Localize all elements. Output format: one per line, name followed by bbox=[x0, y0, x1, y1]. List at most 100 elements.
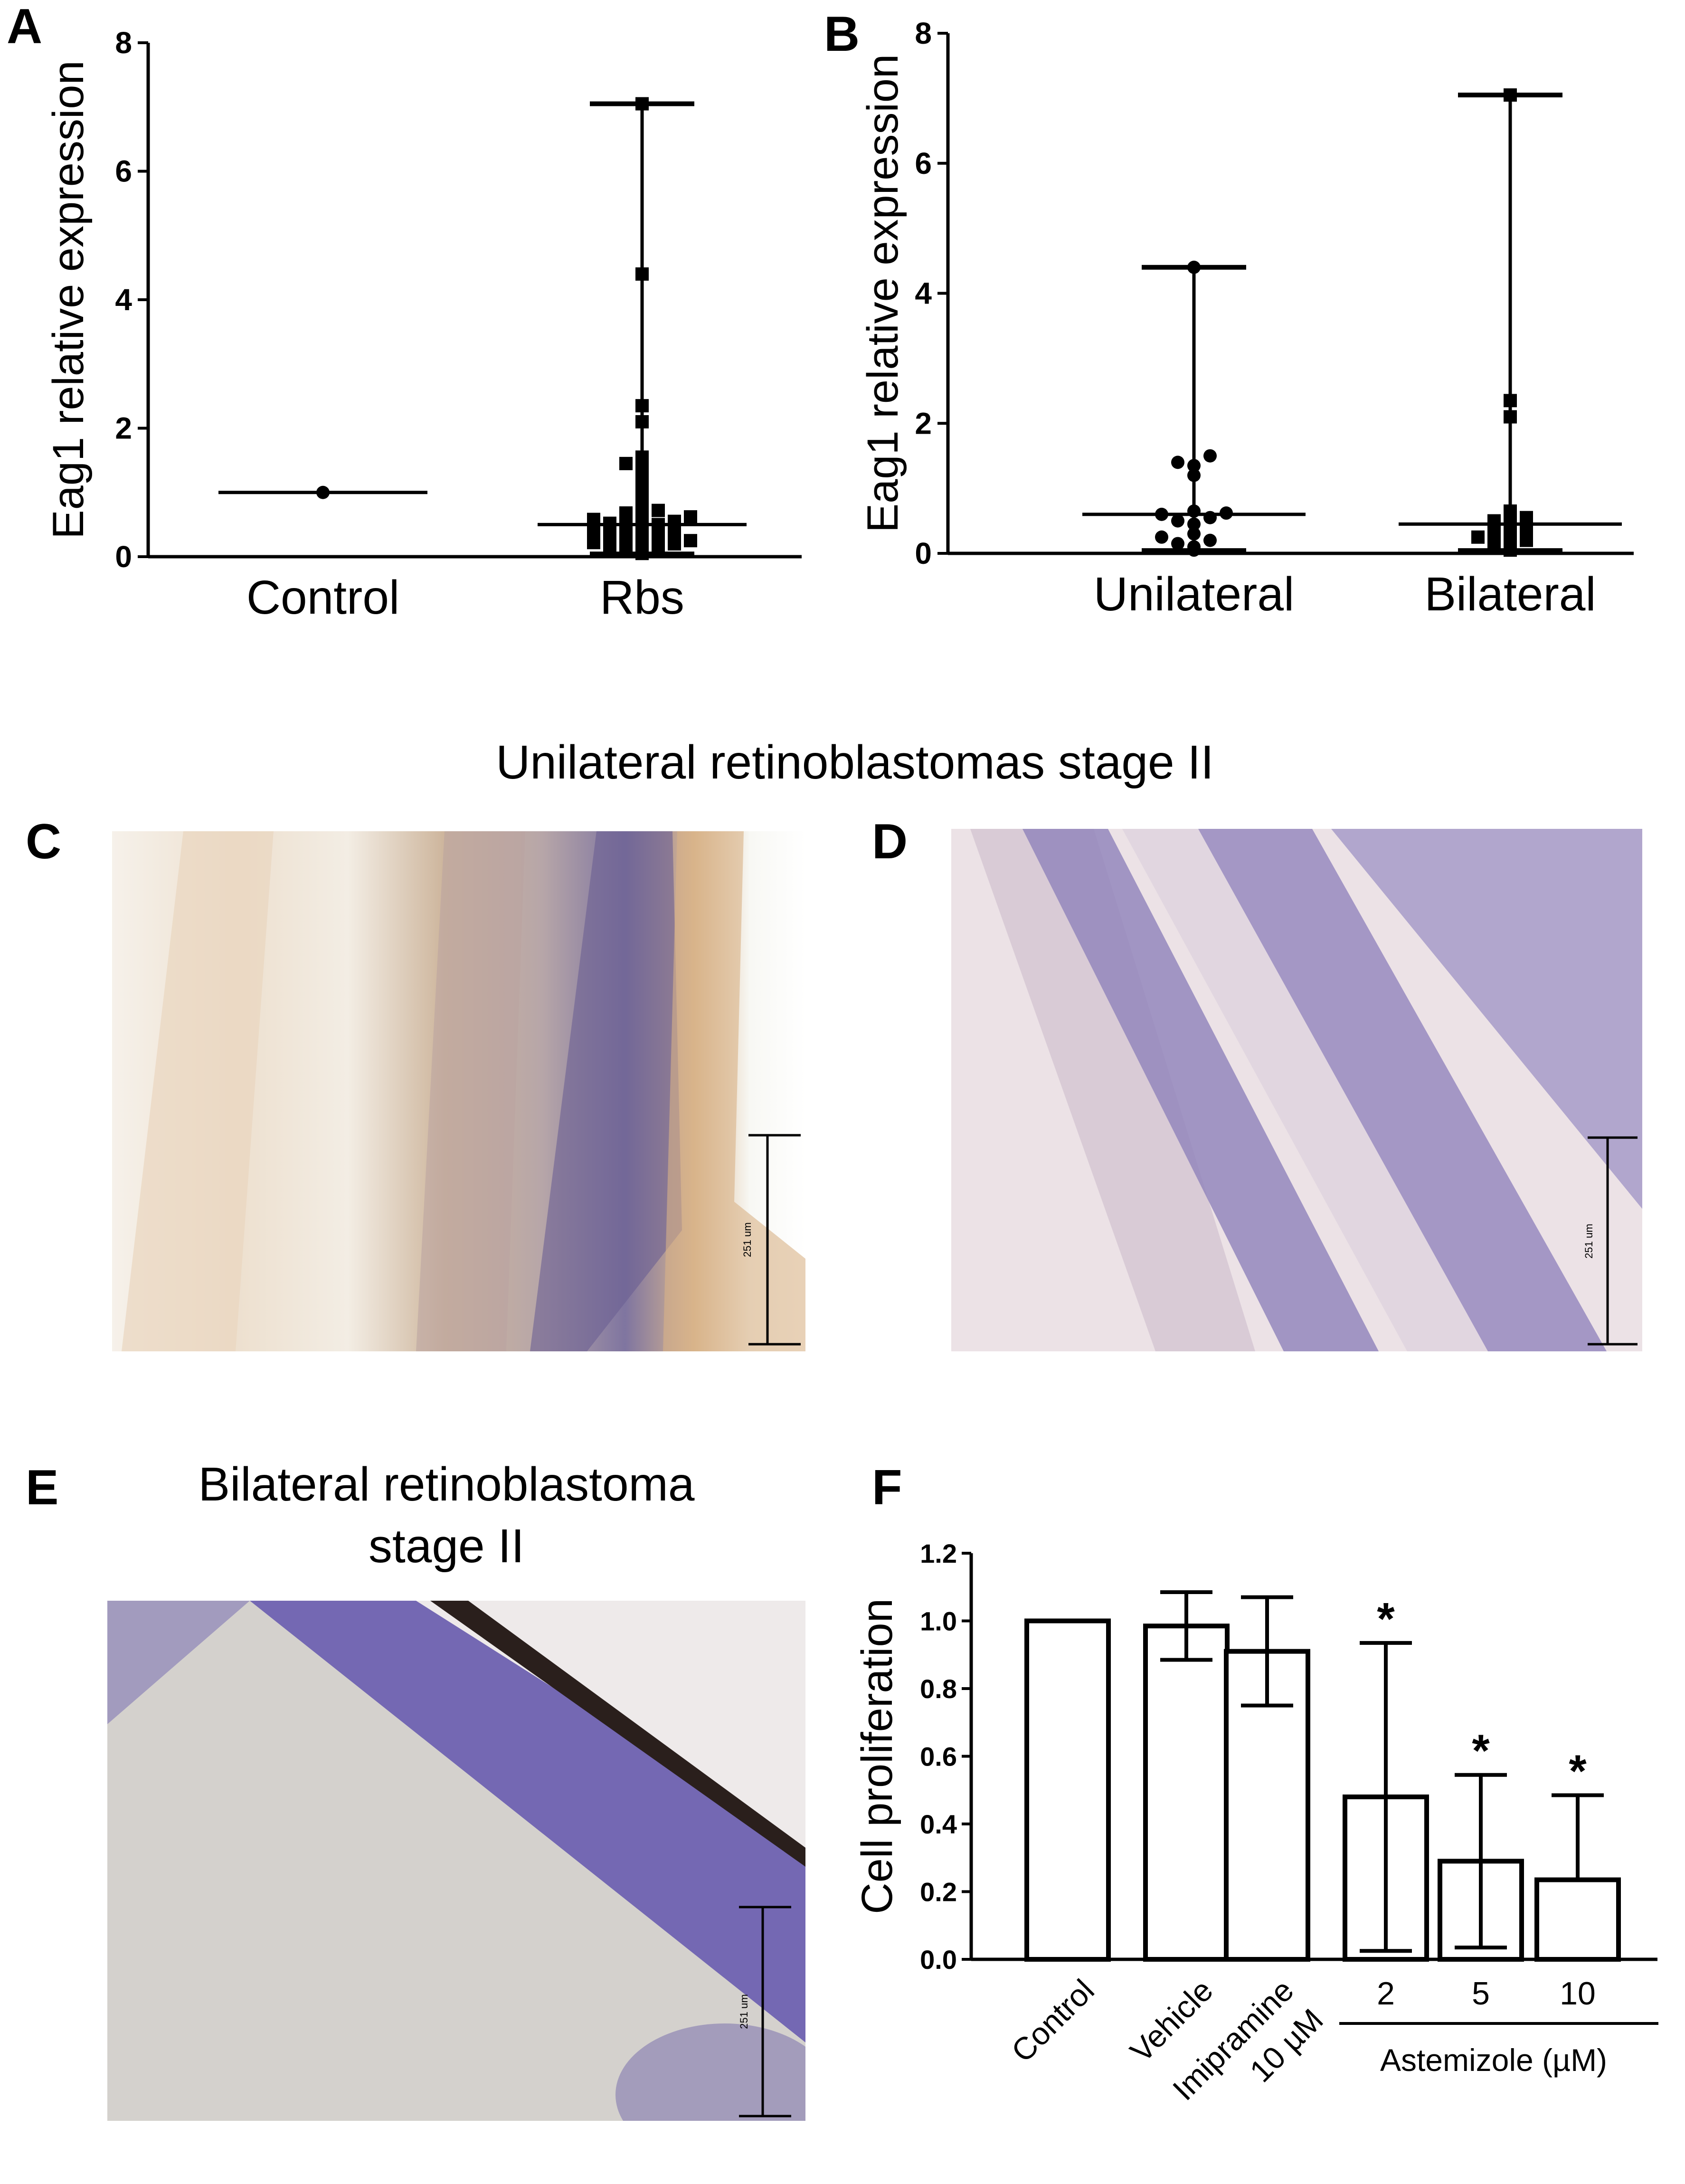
micrograph-c: 251 um bbox=[112, 831, 805, 1351]
micrograph-e-nodule bbox=[615, 2023, 805, 2121]
data-point bbox=[619, 519, 633, 533]
significance-star: * bbox=[1377, 1594, 1395, 1644]
y-axis-label: Eag1 relative expression bbox=[859, 54, 907, 532]
x-category-label: Rbs bbox=[600, 571, 684, 624]
scale-bar-d bbox=[1588, 1136, 1638, 1346]
data-point bbox=[1520, 533, 1533, 547]
data-point bbox=[619, 542, 633, 556]
data-point bbox=[635, 508, 649, 522]
panel-letter-f: F bbox=[872, 1460, 902, 1515]
data-point bbox=[684, 510, 697, 524]
data-point bbox=[1504, 504, 1517, 518]
y-tick-label: 6 bbox=[915, 146, 932, 180]
data-point bbox=[619, 456, 633, 470]
data-point bbox=[1171, 537, 1184, 551]
micrograph-c-band bbox=[663, 831, 805, 1351]
micrograph-e-band bbox=[107, 1601, 250, 1724]
y-tick-label: 4 bbox=[915, 276, 932, 311]
scale-bar-e-label: 251 um bbox=[738, 1994, 750, 2029]
data-point bbox=[635, 267, 649, 281]
x-category-label: Control bbox=[1004, 1973, 1101, 2069]
y-tick-label: 2 bbox=[915, 406, 932, 440]
bar bbox=[1534, 1877, 1621, 1962]
x-category-label: 5 bbox=[1472, 1975, 1490, 2012]
data-point bbox=[652, 518, 665, 532]
data-point bbox=[635, 97, 649, 111]
data-point bbox=[652, 503, 665, 517]
data-point bbox=[1220, 506, 1233, 520]
data-point bbox=[1187, 504, 1201, 518]
chart-a: 0 2 4 6 8 Eag1 relative expression Control Rbs bbox=[44, 26, 802, 624]
data-point bbox=[1504, 517, 1517, 531]
heading-bilateral-line2: stage II bbox=[369, 1519, 524, 1573]
micrograph-d-band bbox=[970, 829, 1255, 1351]
data-point bbox=[603, 516, 616, 530]
y-tick-label: 0 bbox=[115, 540, 132, 574]
data-point bbox=[635, 399, 649, 413]
micrograph-c-band bbox=[416, 831, 525, 1351]
data-point bbox=[668, 537, 681, 551]
y-tick-label: 0.8 bbox=[920, 1674, 957, 1704]
y-tick-label: 0.0 bbox=[920, 1945, 957, 1975]
data-point bbox=[1520, 511, 1533, 524]
data-point bbox=[1504, 394, 1517, 408]
scale-bar-e bbox=[739, 1906, 791, 2118]
panel-letter-a: A bbox=[7, 0, 43, 54]
y-tick-label: 0.4 bbox=[920, 1809, 957, 1839]
data-point bbox=[1155, 507, 1168, 521]
significance-star: * bbox=[1569, 1746, 1587, 1796]
y-axis-label: Eag1 relative expression bbox=[44, 60, 93, 539]
y-tick-label: 8 bbox=[915, 16, 932, 50]
data-point bbox=[1203, 533, 1217, 547]
data-point bbox=[619, 531, 633, 544]
scale-bar-c bbox=[748, 1134, 801, 1346]
y-tick-label: 6 bbox=[115, 154, 132, 189]
data-point bbox=[1487, 514, 1501, 528]
data-point bbox=[1187, 459, 1201, 473]
data-point bbox=[635, 450, 649, 464]
data-point bbox=[1504, 540, 1517, 554]
x-category-label: 10 bbox=[1560, 1975, 1596, 2012]
bar bbox=[1024, 1618, 1111, 1962]
significance-star: * bbox=[1472, 1726, 1490, 1776]
micrograph-d-band bbox=[1198, 829, 1607, 1351]
data-point bbox=[1471, 530, 1485, 544]
data-point bbox=[635, 463, 649, 477]
y-tick-label: 0.2 bbox=[920, 1877, 957, 1907]
heading-unilateral: Unilateral retinoblastomas stage II bbox=[496, 736, 1214, 789]
data-point bbox=[1203, 511, 1217, 524]
y-tick-label: 0.6 bbox=[920, 1742, 957, 1772]
group-label: Astemizole (µM) bbox=[1380, 2042, 1607, 2078]
data-point bbox=[619, 506, 633, 520]
data-point bbox=[1504, 410, 1517, 424]
micrograph-e: 251 um bbox=[107, 1601, 805, 2121]
data-point bbox=[1187, 260, 1201, 274]
panel-letter-c: C bbox=[26, 814, 62, 869]
data-point bbox=[684, 534, 697, 548]
data-point bbox=[1187, 468, 1201, 482]
micrograph-d-band bbox=[1022, 829, 1379, 1351]
y-tick-label: 1.0 bbox=[920, 1606, 957, 1636]
data-point bbox=[635, 415, 649, 428]
micrograph-d: 251 um bbox=[951, 829, 1642, 1351]
data-point bbox=[635, 543, 649, 557]
panel-letter-e: E bbox=[26, 1460, 59, 1515]
data-point bbox=[1487, 537, 1501, 551]
y-tick-label: 1.2 bbox=[920, 1539, 957, 1568]
micrograph-e-band bbox=[430, 1601, 805, 1867]
data-point bbox=[1171, 514, 1184, 528]
data-point bbox=[1187, 517, 1201, 531]
y-tick-label: 2 bbox=[115, 411, 132, 446]
data-point bbox=[1155, 530, 1168, 544]
panel-letter-d: D bbox=[872, 814, 908, 869]
data-point bbox=[652, 529, 665, 543]
y-axis-label: Cell proliferation bbox=[853, 1598, 901, 1914]
x-category-label: Bilateral bbox=[1424, 568, 1596, 621]
data-point bbox=[1203, 449, 1217, 463]
x-category-label: Unilateral bbox=[1094, 568, 1294, 621]
x-category-label: Control bbox=[246, 571, 399, 624]
y-tick-label: 0 bbox=[915, 536, 932, 570]
micrograph-c-band bbox=[122, 831, 274, 1351]
data-point bbox=[1504, 88, 1517, 102]
chart-f: 0.0 0.2 0.4 0.6 0.8 1.0 1.2 Cell proliferation *… bbox=[853, 1539, 1658, 2107]
